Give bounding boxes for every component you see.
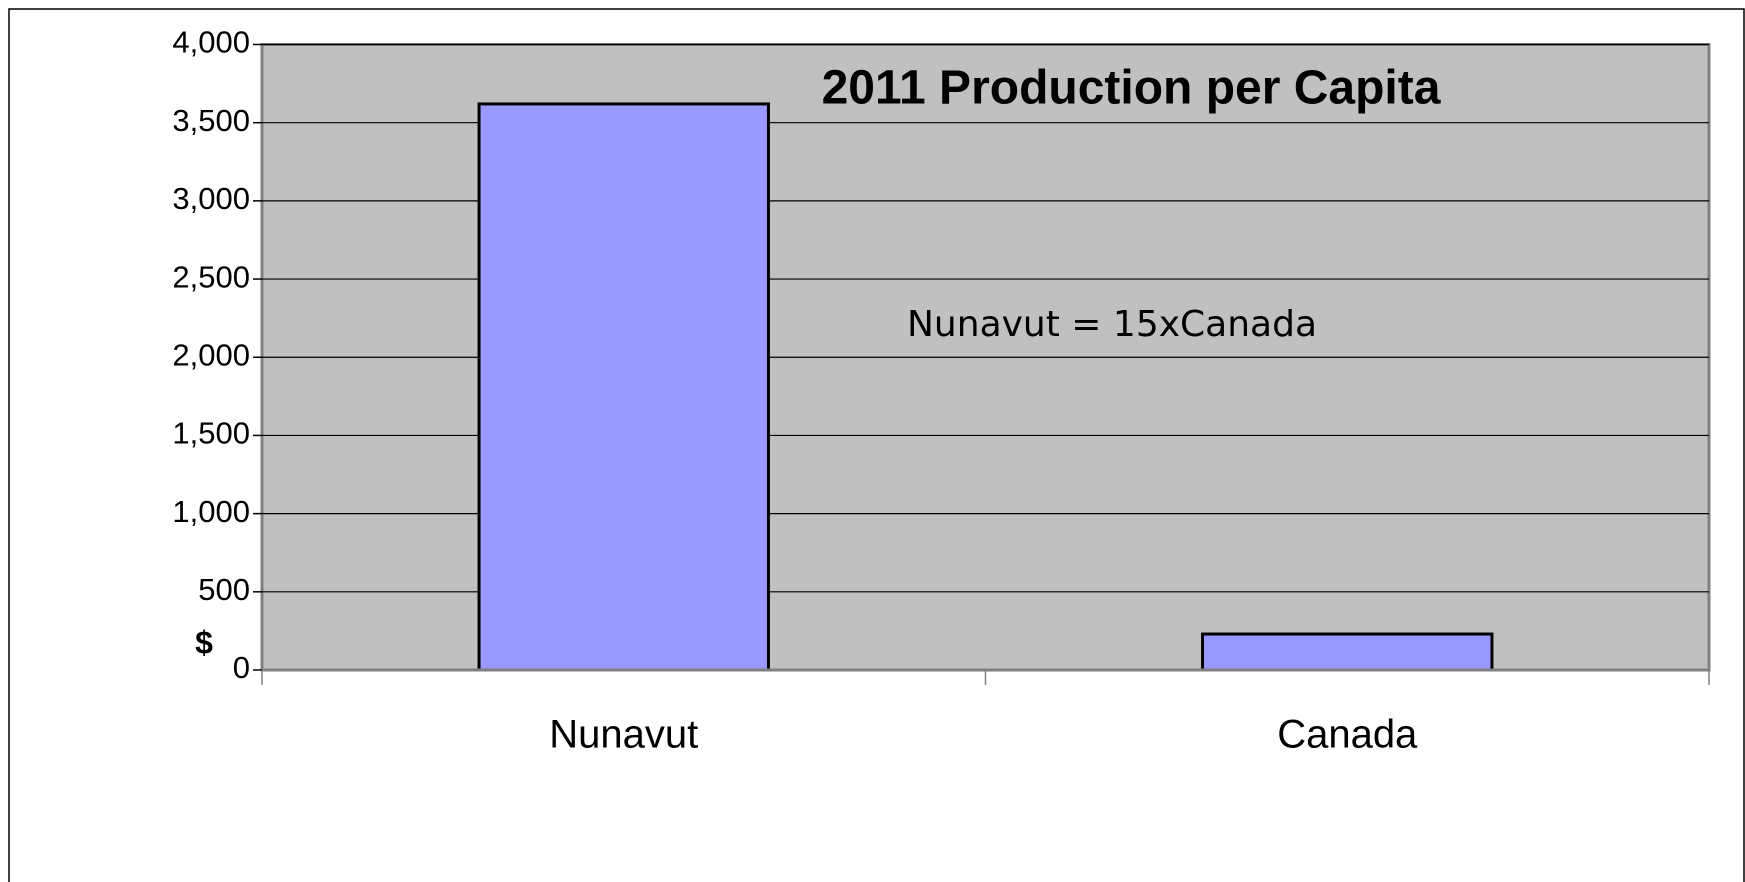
y-tick-label: 0 [233, 650, 250, 685]
y-tick-label: 2,000 [172, 337, 250, 372]
y-tick-label: 1,500 [172, 416, 250, 451]
y-tick-label: 4,000 [172, 25, 250, 60]
chart-title: 2011 Production per Capita [822, 62, 1441, 115]
y-axis-label: $ [195, 624, 213, 660]
bar [477, 102, 770, 672]
marks [477, 102, 1494, 672]
x-tick-label: Nunavut [549, 713, 698, 757]
bar [1201, 632, 1494, 672]
annotation: Nunavut = 15xCanada [907, 304, 1317, 345]
y-tick-label: 2,500 [172, 259, 250, 294]
y-tick-label: 3,000 [172, 181, 250, 216]
y-tick-label: 1,000 [172, 494, 250, 529]
y-tick-label: 3,500 [172, 103, 250, 138]
x-tick-label: Canada [1277, 713, 1418, 757]
y-tick-label: 500 [198, 572, 250, 607]
